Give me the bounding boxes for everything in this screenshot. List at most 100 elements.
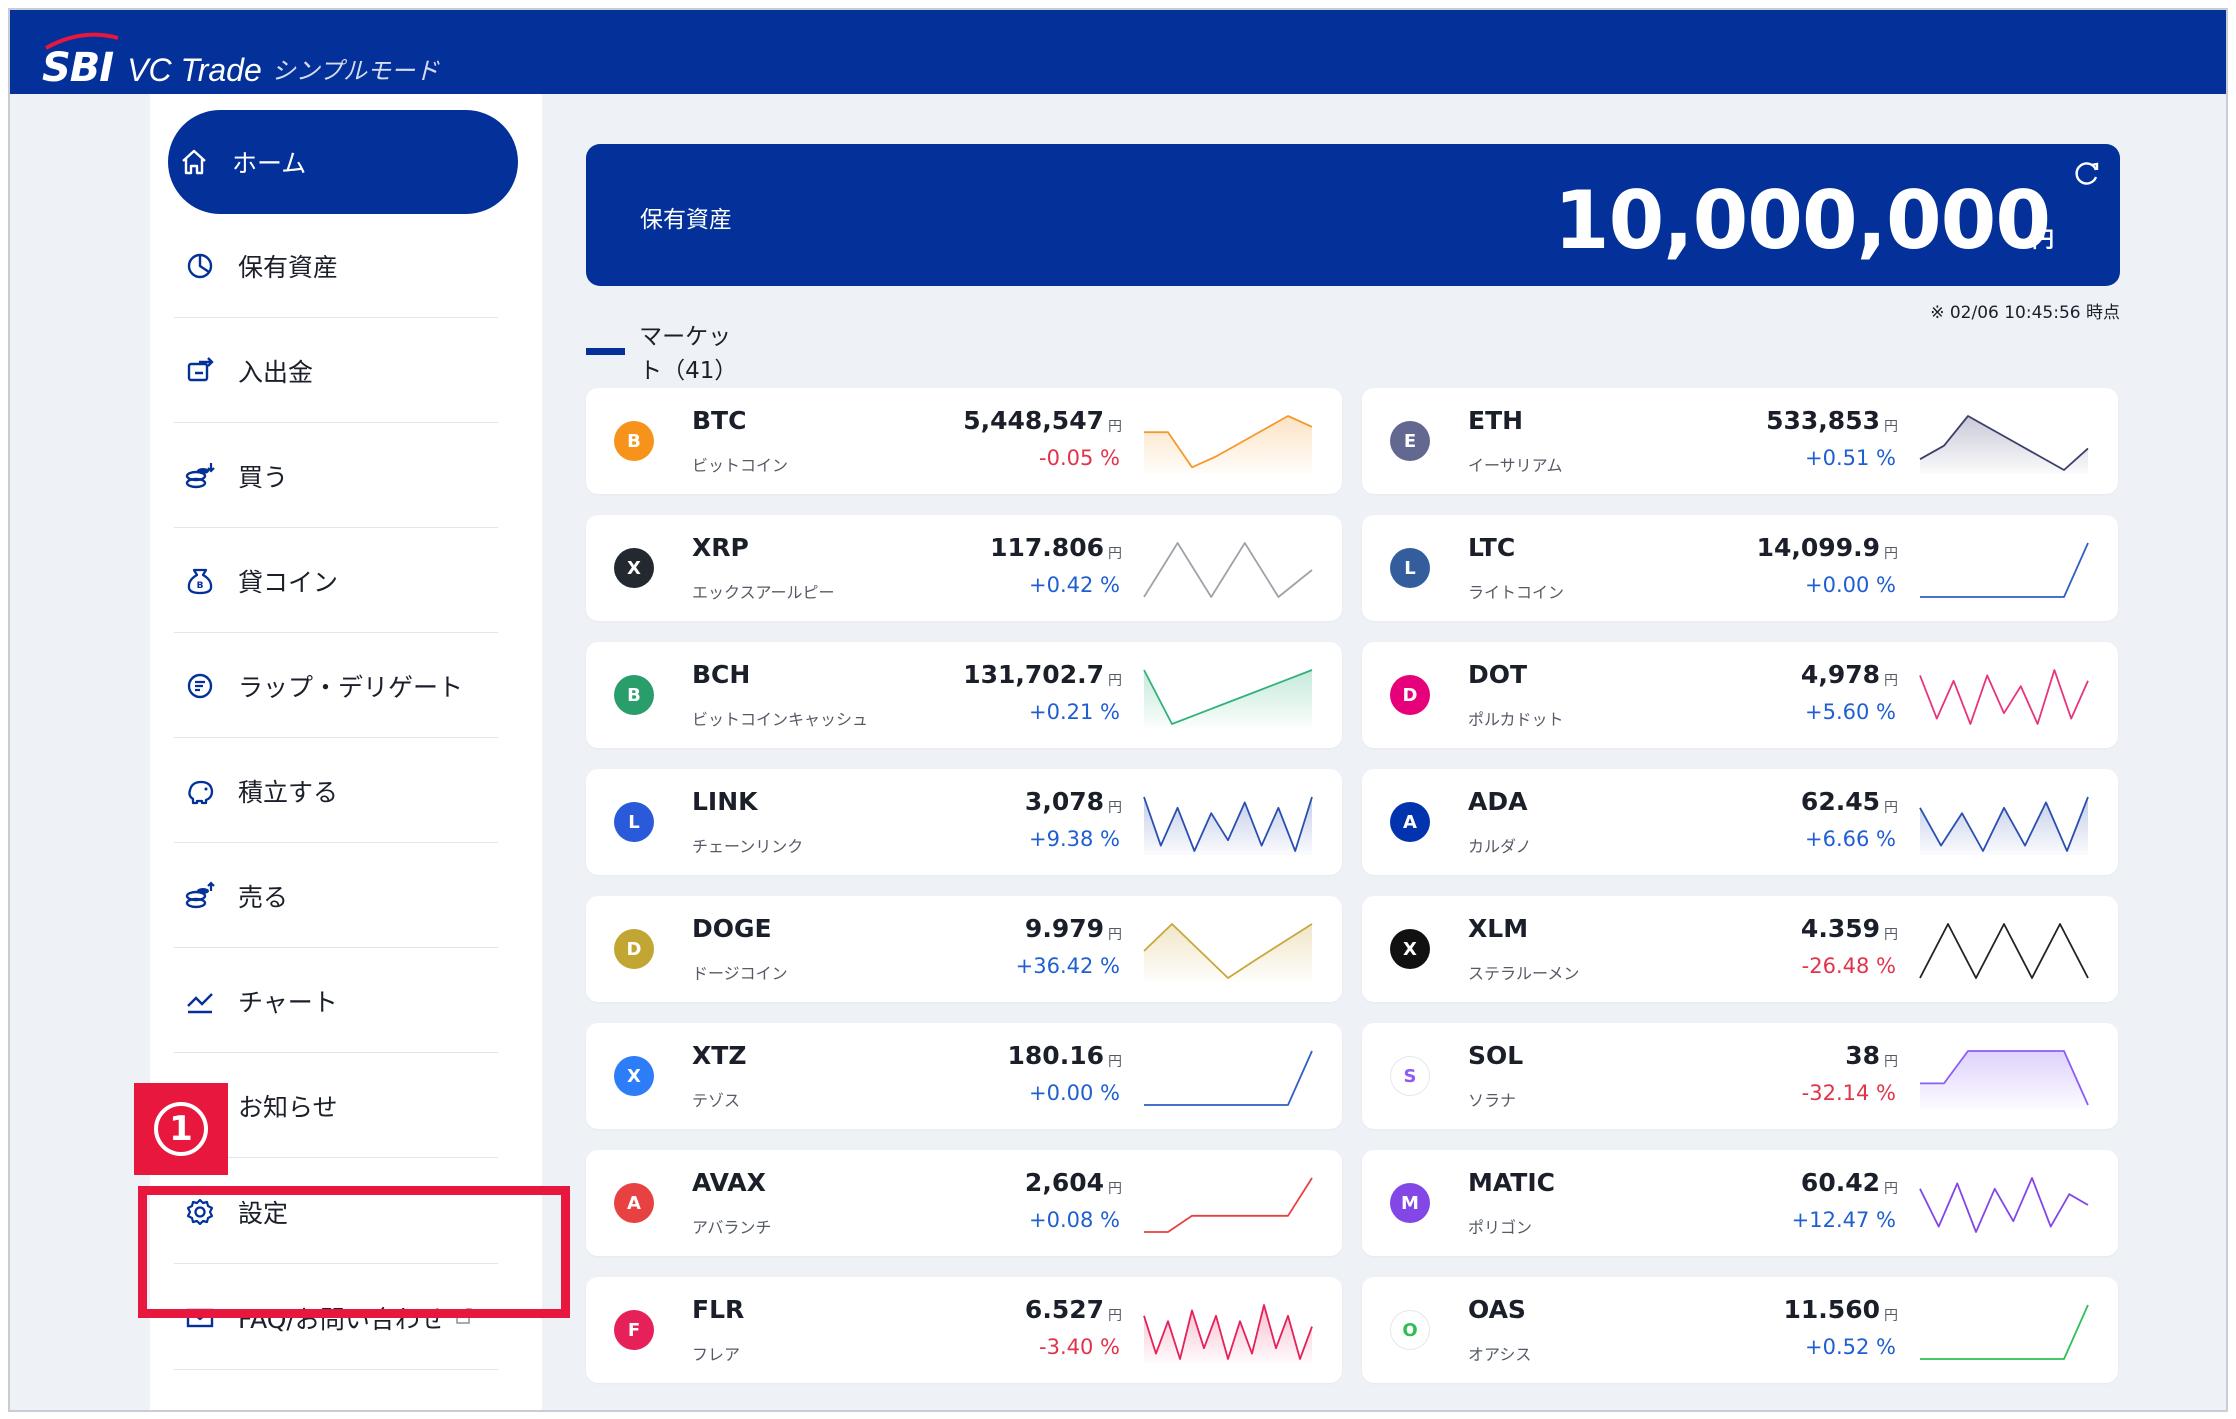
logo[interactable]: SBI VC Trade シンプルモード — [42, 32, 439, 90]
ltc-coin-icon: L — [1390, 548, 1430, 588]
market-header: マーケット（41） — [586, 324, 745, 384]
price-change: +0.21 % — [1029, 700, 1120, 724]
sparkline-area — [1920, 416, 2088, 474]
market-card-xrp[interactable]: X XRP エックスアールピー 117.806 円 +0.42 % — [586, 515, 1342, 621]
refresh-icon[interactable] — [2072, 158, 2102, 188]
price-change: +0.42 % — [1029, 573, 1120, 597]
market-card-btc[interactable]: B BTC ビットコイン 5,448,547 円 -0.05 % — [586, 388, 1342, 494]
coin-price: 5,448,547 — [963, 406, 1104, 435]
market-card-link[interactable]: L LINK チェーンリンク 3,078 円 +9.38 % — [586, 769, 1342, 875]
asset-summary-card[interactable]: 保有資産 10,000,000 円 — [586, 144, 2120, 286]
sparkline-chart — [1919, 796, 2089, 855]
market-card-ada[interactable]: A ADA カルダノ 62.45 円 +6.66 % — [1362, 769, 2118, 875]
sparkline-line — [1143, 796, 1313, 852]
top-bar: SBI VC Trade シンプルモード — [10, 10, 2226, 94]
brand-name: VC Trade — [127, 52, 262, 88]
price-unit: 円 — [1884, 927, 1898, 943]
piggy-bank-icon — [182, 773, 218, 809]
price-unit: 円 — [1884, 419, 1898, 435]
sidebar-item-chart[interactable]: チャート — [174, 949, 498, 1053]
market-card-xtz[interactable]: X XTZ テゾス 180.16 円 +0.00 % — [586, 1023, 1342, 1129]
sparkline-line — [1920, 1050, 2089, 1106]
price-change: +0.52 % — [1805, 1335, 1896, 1359]
ada-coin-icon: A — [1390, 802, 1430, 842]
coin-symbol: FLR — [692, 1295, 745, 1324]
coin-symbol: LINK — [692, 787, 758, 816]
coin-price: 11.560 — [1783, 1295, 1880, 1324]
coin-symbol: MATIC — [1468, 1168, 1555, 1197]
flr-coin-icon: F — [614, 1310, 654, 1350]
market-card-ltc[interactable]: L LTC ライトコイン 14,099.9 円 +0.00 % — [1362, 515, 2118, 621]
price-unit: 円 — [1108, 546, 1122, 562]
coin-name: ライトコイン — [1468, 583, 1565, 602]
sparkline-line — [1143, 923, 1313, 979]
sidebar-item-label: ラップ・デリゲート — [238, 672, 464, 702]
sparkline-line — [1144, 415, 1313, 469]
market-card-bch[interactable]: B BCH ビットコインキャッシュ 131,702.7 円 +0.21 % — [586, 642, 1342, 748]
sparkline-chart — [1920, 542, 2089, 598]
price-unit: 円 — [1108, 673, 1122, 689]
market-card-doge[interactable]: D DOGE ドージコイン 9.979 円 +36.42 % — [586, 896, 1342, 1002]
svg-text:B: B — [197, 581, 204, 591]
price-change: +0.00 % — [1805, 573, 1896, 597]
sidebar-item-label: 貸コイン — [238, 567, 339, 597]
sidebar-item-wrap-delegate[interactable]: ラップ・デリゲート — [174, 634, 498, 738]
sidebar-item-accumulate[interactable]: 積立する — [174, 739, 498, 843]
gear-icon — [182, 1194, 218, 1230]
coin-price: 62.45 — [1800, 787, 1880, 816]
coin-symbol: ADA — [1468, 787, 1528, 816]
coin-symbol: BTC — [692, 406, 747, 435]
market-card-sol[interactable]: S SOL ソラナ 38 円 -32.14 % — [1362, 1023, 2118, 1129]
price-unit: 円 — [1884, 1054, 1898, 1070]
coin-symbol: DOGE — [692, 914, 772, 943]
coin-price: 6.527 — [1024, 1295, 1104, 1324]
market-card-dot[interactable]: D DOT ポルカドット 4,978 円 +5.60 % — [1362, 642, 2118, 748]
coin-symbol: ETH — [1468, 406, 1524, 435]
price-unit: 円 — [1108, 1308, 1122, 1324]
sidebar-item-buy[interactable]: 買う — [174, 424, 498, 528]
asset-timestamp: ※ 02/06 10:45:56 時点 — [1930, 303, 2120, 323]
market-card-flr[interactable]: F FLR フレア 6.527 円 -3.40 % — [586, 1277, 1342, 1383]
market-card-oas[interactable]: O OAS オアシス 11.560 円 +0.52 % — [1362, 1277, 2118, 1383]
sparkline-line — [1143, 1304, 1313, 1360]
price-unit: 円 — [1108, 1054, 1122, 1070]
sparkline-chart — [1920, 1050, 2089, 1109]
sparkline-area — [1920, 797, 2088, 855]
market-card-matic[interactable]: M MATIC ポリゴン 60.42 円 +12.47 % — [1362, 1150, 2118, 1256]
market-card-eth[interactable]: E ETH イーサリアム 533,853 円 +0.51 % — [1362, 388, 2118, 494]
sparkline-chart — [1919, 669, 2089, 725]
step-number-badge: 1 — [134, 1083, 228, 1175]
price-change: +36.42 % — [1015, 954, 1120, 978]
sidebar-item-lending[interactable]: B 貸コイン — [174, 529, 498, 633]
chart-line-icon — [182, 983, 218, 1019]
market-card-avax[interactable]: A AVAX アバランチ 2,604 円 +0.08 % — [586, 1150, 1342, 1256]
sidebar-item-label: 買う — [238, 462, 289, 492]
sparkline-line — [1920, 1304, 2089, 1360]
sidebar-item-deposit-withdraw[interactable]: 入出金 — [174, 319, 498, 423]
sidebar-item-home[interactable]: ホーム — [168, 110, 518, 214]
sidebar-item-holdings[interactable]: 保有資産 — [174, 214, 498, 318]
pie-chart-icon — [182, 248, 218, 284]
price-unit: 円 — [1108, 1181, 1122, 1197]
app-window: SBI VC Trade シンプルモード ホーム 保有資産 入出金 — [8, 8, 2228, 1412]
coin-name: ビットコインキャッシュ — [692, 710, 869, 729]
sidebar-item-sell[interactable]: 売る — [174, 844, 498, 948]
sol-coin-icon: S — [1390, 1056, 1430, 1096]
coin-name: イーサリアム — [1468, 456, 1563, 475]
coin-price: 9.979 — [1024, 914, 1104, 943]
coin-name: テゾス — [692, 1091, 741, 1110]
btc-coin-icon: B — [614, 421, 654, 461]
sparkline-line — [1919, 923, 2089, 979]
coin-price: 3,078 — [1024, 787, 1104, 816]
coin-name: エックスアールピー — [692, 583, 835, 602]
sidebar-item-settings[interactable]: 設定 — [174, 1160, 498, 1264]
sparkline-line — [1143, 669, 1313, 725]
logo-sbi: SBI — [42, 32, 119, 90]
sparkline-chart — [1143, 542, 1313, 598]
price-change: -0.05 % — [1039, 446, 1120, 470]
coin-name: ビットコイン — [692, 456, 789, 475]
wrap-icon — [182, 668, 218, 704]
doge-coin-icon: D — [614, 929, 654, 969]
transfer-icon — [182, 353, 218, 389]
market-card-xlm[interactable]: X XLM ステラルーメン 4.359 円 -26.48 % — [1362, 896, 2118, 1002]
